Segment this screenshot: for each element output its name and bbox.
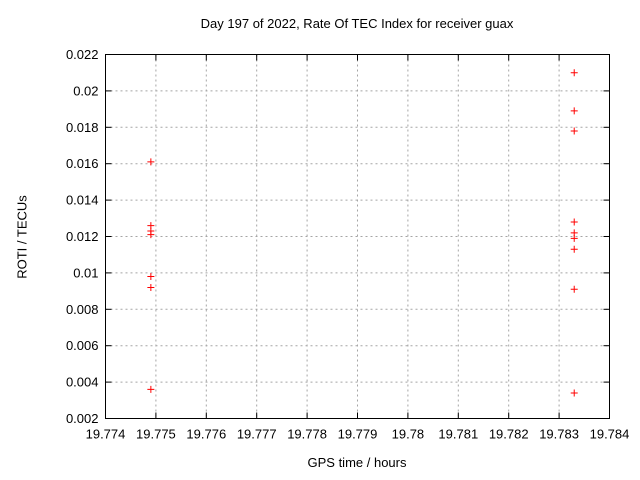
x-axis-label: GPS time / hours [307,455,407,470]
data-point-marker [570,69,578,77]
data-point-marker [147,385,155,393]
data-point-marker [570,285,578,293]
y-tick-label: 0.022 [66,47,99,62]
x-tick-label: 19.78 [392,427,425,442]
x-tick-label: 19.781 [438,427,478,442]
y-tick-label: 0.008 [66,302,99,317]
x-tick-label: 19.779 [338,427,378,442]
data-point-marker [570,245,578,253]
y-tick-label: 0.006 [66,338,99,353]
y-tick-label: 0.004 [66,375,99,390]
chart-title: Day 197 of 2022, Rate Of TEC Index for r… [200,16,514,31]
x-tick-label: 19.776 [186,427,226,442]
y-tick-label: 0.01 [73,265,98,280]
y-tick-label: 0.016 [66,156,99,171]
y-tick-label: 0.002 [66,411,99,426]
x-tick-label: 19.777 [237,427,277,442]
data-point-marker [570,389,578,397]
y-tick-label: 0.02 [73,83,98,98]
y-tick-label: 0.018 [66,120,99,135]
x-tick-label: 19.778 [287,427,327,442]
data-point-marker [570,234,578,242]
data-point-marker [570,127,578,135]
data-point-marker [147,158,155,166]
data-point-marker [570,107,578,115]
x-tick-label: 19.775 [136,427,176,442]
data-point-marker [570,218,578,226]
x-tick-label: 19.783 [539,427,579,442]
y-tick-label: 0.014 [66,193,99,208]
x-tick-label: 19.782 [489,427,529,442]
y-tick-label: 0.012 [66,229,99,244]
x-tick-label: 19.784 [590,427,630,442]
data-point-marker [147,273,155,281]
x-tick-label: 19.774 [86,427,126,442]
data-point-marker [147,283,155,291]
data-point-marker [147,231,155,239]
plot-border [105,54,610,419]
